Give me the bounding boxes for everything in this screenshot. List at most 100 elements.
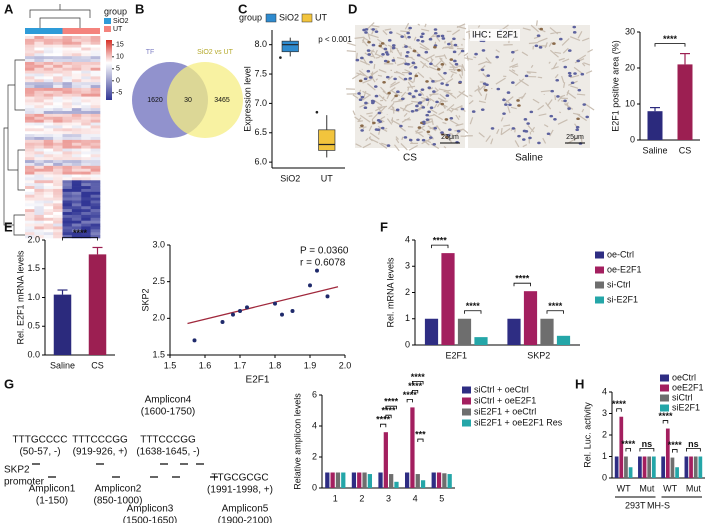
tissue-strand xyxy=(477,25,481,28)
nucleus xyxy=(360,95,365,99)
bar xyxy=(447,474,452,488)
heatmap-cell xyxy=(71,102,82,106)
panel-letter: G xyxy=(4,376,14,391)
tissue-strand xyxy=(548,61,551,64)
heatmap-cell xyxy=(43,47,54,51)
nucleus xyxy=(440,34,445,38)
heatmap-cell xyxy=(62,139,73,144)
heatmap-cell xyxy=(90,194,101,198)
tissue-strand xyxy=(573,66,583,74)
nucleus xyxy=(427,86,432,89)
heatmap-cell xyxy=(90,99,101,103)
x-axis-label: E2F1 xyxy=(246,375,270,386)
heatmap-cell xyxy=(43,102,54,106)
heatmap-cell xyxy=(25,200,35,204)
heatmap-cell xyxy=(71,188,82,193)
nucleus xyxy=(417,101,422,105)
tissue-strand xyxy=(484,93,488,101)
bar xyxy=(647,111,663,140)
nucleus xyxy=(460,49,465,53)
tissue-strand xyxy=(447,91,457,100)
heatmap-cell xyxy=(53,235,63,239)
heatmap-cell xyxy=(71,148,82,152)
nucleus xyxy=(575,125,580,129)
legend-swatch xyxy=(462,408,471,416)
tissue-strand xyxy=(368,34,379,39)
heatmap-cell xyxy=(71,174,82,178)
heatmap-cell xyxy=(34,206,45,210)
heatmap-cell xyxy=(43,79,54,83)
heatmap-cell xyxy=(71,131,82,135)
heatmap-cell xyxy=(71,203,82,207)
tissue-strand xyxy=(450,70,457,74)
heatmap-cell xyxy=(62,93,73,97)
heatmap-cell xyxy=(71,79,82,83)
significance-bracket xyxy=(412,390,419,394)
bar xyxy=(442,473,447,488)
panel-letter: E xyxy=(4,219,13,234)
nucleus xyxy=(366,49,371,52)
tissue-strand xyxy=(510,106,517,110)
heatmap-cell xyxy=(62,108,73,112)
heatmap-cell xyxy=(81,38,91,43)
heatmap-cell xyxy=(53,168,63,172)
heatmap-cell xyxy=(53,108,63,112)
heatmap-cell xyxy=(34,85,45,89)
heatmap-cell xyxy=(81,154,91,158)
tissue-strand xyxy=(370,52,376,59)
heatmap-cell xyxy=(71,209,82,213)
tissue-strand xyxy=(563,82,566,88)
heatmap-cell xyxy=(81,226,91,230)
tissue-strand xyxy=(378,94,387,102)
heatmap-cell xyxy=(71,82,82,86)
nucleus xyxy=(371,100,376,103)
heatmap-cell xyxy=(90,87,101,92)
x-tick-label: UT xyxy=(321,173,333,183)
heatmap-cell xyxy=(62,223,73,227)
heatmap-cell xyxy=(90,119,101,123)
point xyxy=(290,309,295,313)
heatmap-cell xyxy=(53,194,63,198)
tissue-strand xyxy=(401,136,404,141)
tissue-strand xyxy=(580,135,583,143)
heatmap-cell xyxy=(25,134,35,138)
nucleus xyxy=(358,98,363,102)
nucleus xyxy=(417,126,422,129)
nucleus xyxy=(374,94,379,98)
x-tick-label: SiO2 xyxy=(280,173,300,183)
x-tick-label: Mut xyxy=(686,483,702,493)
heatmap-cell xyxy=(90,36,101,40)
tissue-strand xyxy=(482,72,488,78)
nucleus xyxy=(444,136,449,139)
heatmap-cell xyxy=(53,171,63,175)
y-tick-label: 1 xyxy=(602,451,607,461)
nucleus xyxy=(382,80,386,84)
tissue-strand xyxy=(384,28,392,31)
y-tick-label: 6.5 xyxy=(254,127,267,137)
heatmap-cell xyxy=(53,142,63,146)
significance-label: **** xyxy=(403,390,418,400)
nucleus xyxy=(404,62,408,66)
heatmap-cell xyxy=(34,203,45,207)
heatmap-cell xyxy=(90,44,101,48)
heatmap-cell xyxy=(71,162,82,167)
nucleus xyxy=(563,99,567,103)
tissue-strand xyxy=(428,118,431,123)
heatmap-cell xyxy=(43,171,54,175)
nucleus xyxy=(436,34,441,38)
tissue-strand xyxy=(385,127,388,130)
heatmap-cell xyxy=(90,197,101,201)
heatmap-cell xyxy=(43,128,54,132)
nucleus xyxy=(539,27,544,31)
tissue-strand xyxy=(469,117,474,125)
tissue-strand xyxy=(407,78,414,84)
nucleus xyxy=(407,35,411,39)
heatmap-cell xyxy=(90,177,101,181)
heatmap-cell xyxy=(81,220,91,224)
tissue-strand xyxy=(373,63,376,69)
panel-letter: F xyxy=(380,219,388,234)
tissue-strand xyxy=(370,24,380,28)
tissue-strand xyxy=(359,114,371,123)
heatmap-cell xyxy=(62,214,73,219)
